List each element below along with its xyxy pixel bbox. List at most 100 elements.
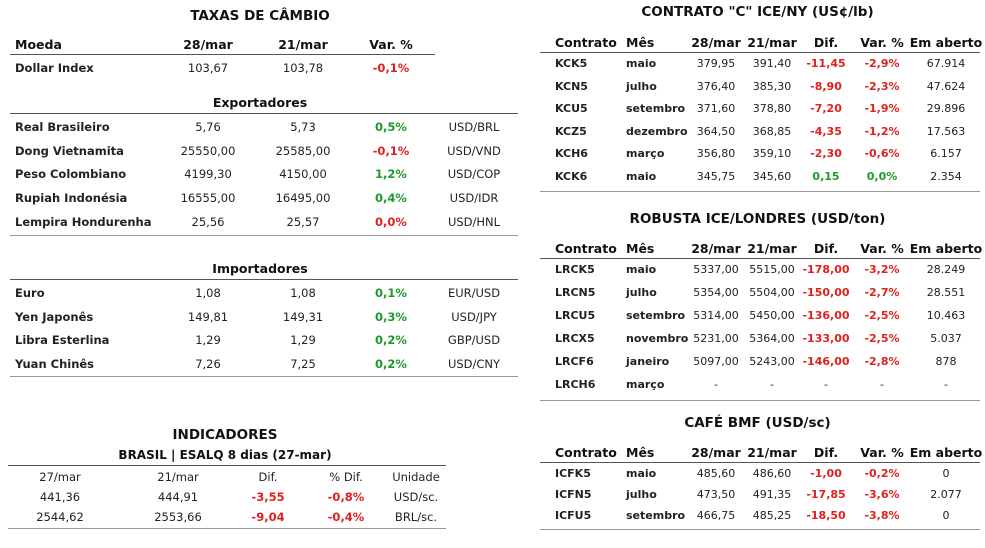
table-row: ICFU5 setembro 466,75 485,25 -18,50 -3,8… <box>0 506 985 528</box>
value-var: -2,3% <box>864 79 900 93</box>
table-row: Libra Esterlina 1,29 1,29 0,2% GBP/USD <box>0 330 520 352</box>
value-var: -3,6% <box>864 488 900 501</box>
col-dif: Dif. <box>813 445 839 460</box>
robusta-header-row: Contrato Mês 28/mar 21/mar Dif. Var. % E… <box>0 238 985 260</box>
taxas-header-row: Moeda 28/mar 21/mar Var. % <box>0 34 520 56</box>
bmf-header-row: Contrato Mês 28/mar 21/mar Dif. Var. % E… <box>0 442 985 464</box>
value-27mar: 2544,62 <box>36 510 84 524</box>
currency-pair: USD/JPY <box>451 309 497 324</box>
contract-code: LRCH6 <box>555 378 596 391</box>
table-row: Yen Japonês 149,81 149,31 0,3% USD/JPY <box>0 307 520 329</box>
divider <box>10 113 518 114</box>
col-moeda: Moeda <box>15 37 62 52</box>
value-dif: -146,00 <box>802 355 850 368</box>
value-unidade: USD/sc. <box>393 490 439 504</box>
contract-code: KCK5 <box>555 57 588 70</box>
value-21mar: 25,57 <box>286 214 320 229</box>
value-28mar: 5337,00 <box>693 263 739 276</box>
value-dif: -4,35 <box>810 124 842 138</box>
col-mes: Mês <box>626 35 655 50</box>
value-21mar: 5450,00 <box>749 309 795 322</box>
currency-pair: USD/HNL <box>447 214 501 229</box>
value-var: 0,2% <box>375 357 407 372</box>
currency-name: Real Brasileiro <box>15 120 110 134</box>
value-dif: -18,50 <box>806 509 846 522</box>
col-em-aberto: Em aberto <box>909 35 983 50</box>
currency-name: Yuan Chinês <box>15 357 95 372</box>
value-var: 0,2% <box>375 333 407 348</box>
value-var: -2,8% <box>864 355 900 368</box>
value-21mar: 368,85 <box>752 124 792 138</box>
col-var: Var. % <box>860 35 904 50</box>
table-row: LRCF6 janeiro 5097,00 5243,00 -146,00 -2… <box>0 352 985 374</box>
value-var: 0,0% <box>866 169 898 183</box>
col-21mar: 21/mar <box>747 445 797 460</box>
value-em-aberto: 5.037 <box>930 332 962 345</box>
value-28mar: 466,75 <box>696 509 736 522</box>
divider <box>10 376 518 377</box>
value-dif: -3,55 <box>251 490 285 504</box>
value-var: 0,1% <box>375 286 407 300</box>
currency-name: Dong Vietnamita <box>15 143 124 158</box>
contract-month: março <box>626 378 665 391</box>
divider <box>8 465 446 466</box>
value-28mar: 1,29 <box>195 333 221 348</box>
table-row: Dong Vietnamita 25550,00 25585,00 -0,1% … <box>0 141 520 163</box>
value-em-aberto: 0 <box>942 467 950 480</box>
col-dif: Dif. <box>813 35 839 50</box>
table-row: Peso Colombiano 4199,30 4150,00 1,2% USD… <box>0 164 520 186</box>
value-21mar: 16495,00 <box>275 191 331 206</box>
value-em-aberto: 17.563 <box>926 124 966 138</box>
value-21mar: 1,08 <box>290 286 316 300</box>
value-21mar: 359,10 <box>752 147 792 160</box>
value-var: 1,2% <box>375 167 407 182</box>
value-21mar: 103,78 <box>282 61 324 75</box>
value-em-aberto: 29.896 <box>926 102 966 115</box>
table-row: Euro 1,08 1,08 0,1% EUR/USD <box>0 283 520 305</box>
value-28mar: 5231,00 <box>693 332 739 345</box>
col-contrato: Contrato <box>555 35 617 50</box>
currency-name: Yen Japonês <box>15 309 94 324</box>
value-21mar: 491,35 <box>752 488 792 501</box>
contract-month: setembro <box>626 509 686 522</box>
value-var: -2,9% <box>864 57 900 70</box>
contract-month: maio <box>626 57 657 70</box>
col-unidade: Unidade <box>392 470 440 484</box>
divider <box>8 528 446 529</box>
value-em-aberto: - <box>944 378 948 391</box>
table-row: KCU5 setembro 371,60 378,80 -7,20 -1,9% … <box>0 99 985 121</box>
table-row: LRCH6 março - - - - - <box>0 375 985 397</box>
value-dif: -1,00 <box>810 467 842 480</box>
contract-code: LRCK5 <box>555 263 595 276</box>
contract-code: LRCN5 <box>555 286 596 299</box>
currency-pair: USD/IDR <box>449 191 499 206</box>
table-row: 441,36 444,91 -3,55 -0,8% USD/sc. <box>0 487 450 509</box>
table-row: Rupiah Indonésia 16555,00 16495,00 0,4% … <box>0 188 520 210</box>
currency-name: Euro <box>15 286 45 300</box>
contract-month: maio <box>626 169 657 183</box>
value-21mar: 5515,00 <box>749 263 795 276</box>
value-21mar: 4150,00 <box>279 167 327 182</box>
divider <box>10 54 435 55</box>
contract-month: janeiro <box>626 355 670 368</box>
value-28mar: 103,67 <box>187 61 229 75</box>
value-dif: -178,00 <box>802 263 850 276</box>
contract-code: ICFN5 <box>555 488 592 501</box>
value-28mar: 485,60 <box>696 467 736 480</box>
col-21mar: 21/mar <box>747 241 797 256</box>
value-28mar: 7,26 <box>195 357 221 372</box>
value-pdif: -0,4% <box>327 510 365 524</box>
col-21mar: 21/mar <box>278 37 328 52</box>
value-21mar: 149,31 <box>282 309 324 324</box>
table-row: KCZ5 dezembro 364,50 368,85 -4,35 -1,2% … <box>0 122 985 144</box>
value-28mar: 16555,00 <box>180 191 236 206</box>
value-var: -3,8% <box>864 509 900 522</box>
table-row: KCK6 maio 345,75 345,60 0,15 0,0% 2.354 <box>0 167 985 189</box>
indicadores-header-row: 27/mar 21/mar Dif. % Dif. Unidade <box>0 467 450 489</box>
value-21mar: 485,25 <box>752 509 792 522</box>
value-var: -2,5% <box>864 309 900 322</box>
table-row: KCH6 março 356,80 359,10 -2,30 -0,6% 6.1… <box>0 144 985 166</box>
value-em-aberto: 10.463 <box>926 309 966 322</box>
divider <box>540 191 980 192</box>
value-em-aberto: 2.354 <box>930 169 962 183</box>
